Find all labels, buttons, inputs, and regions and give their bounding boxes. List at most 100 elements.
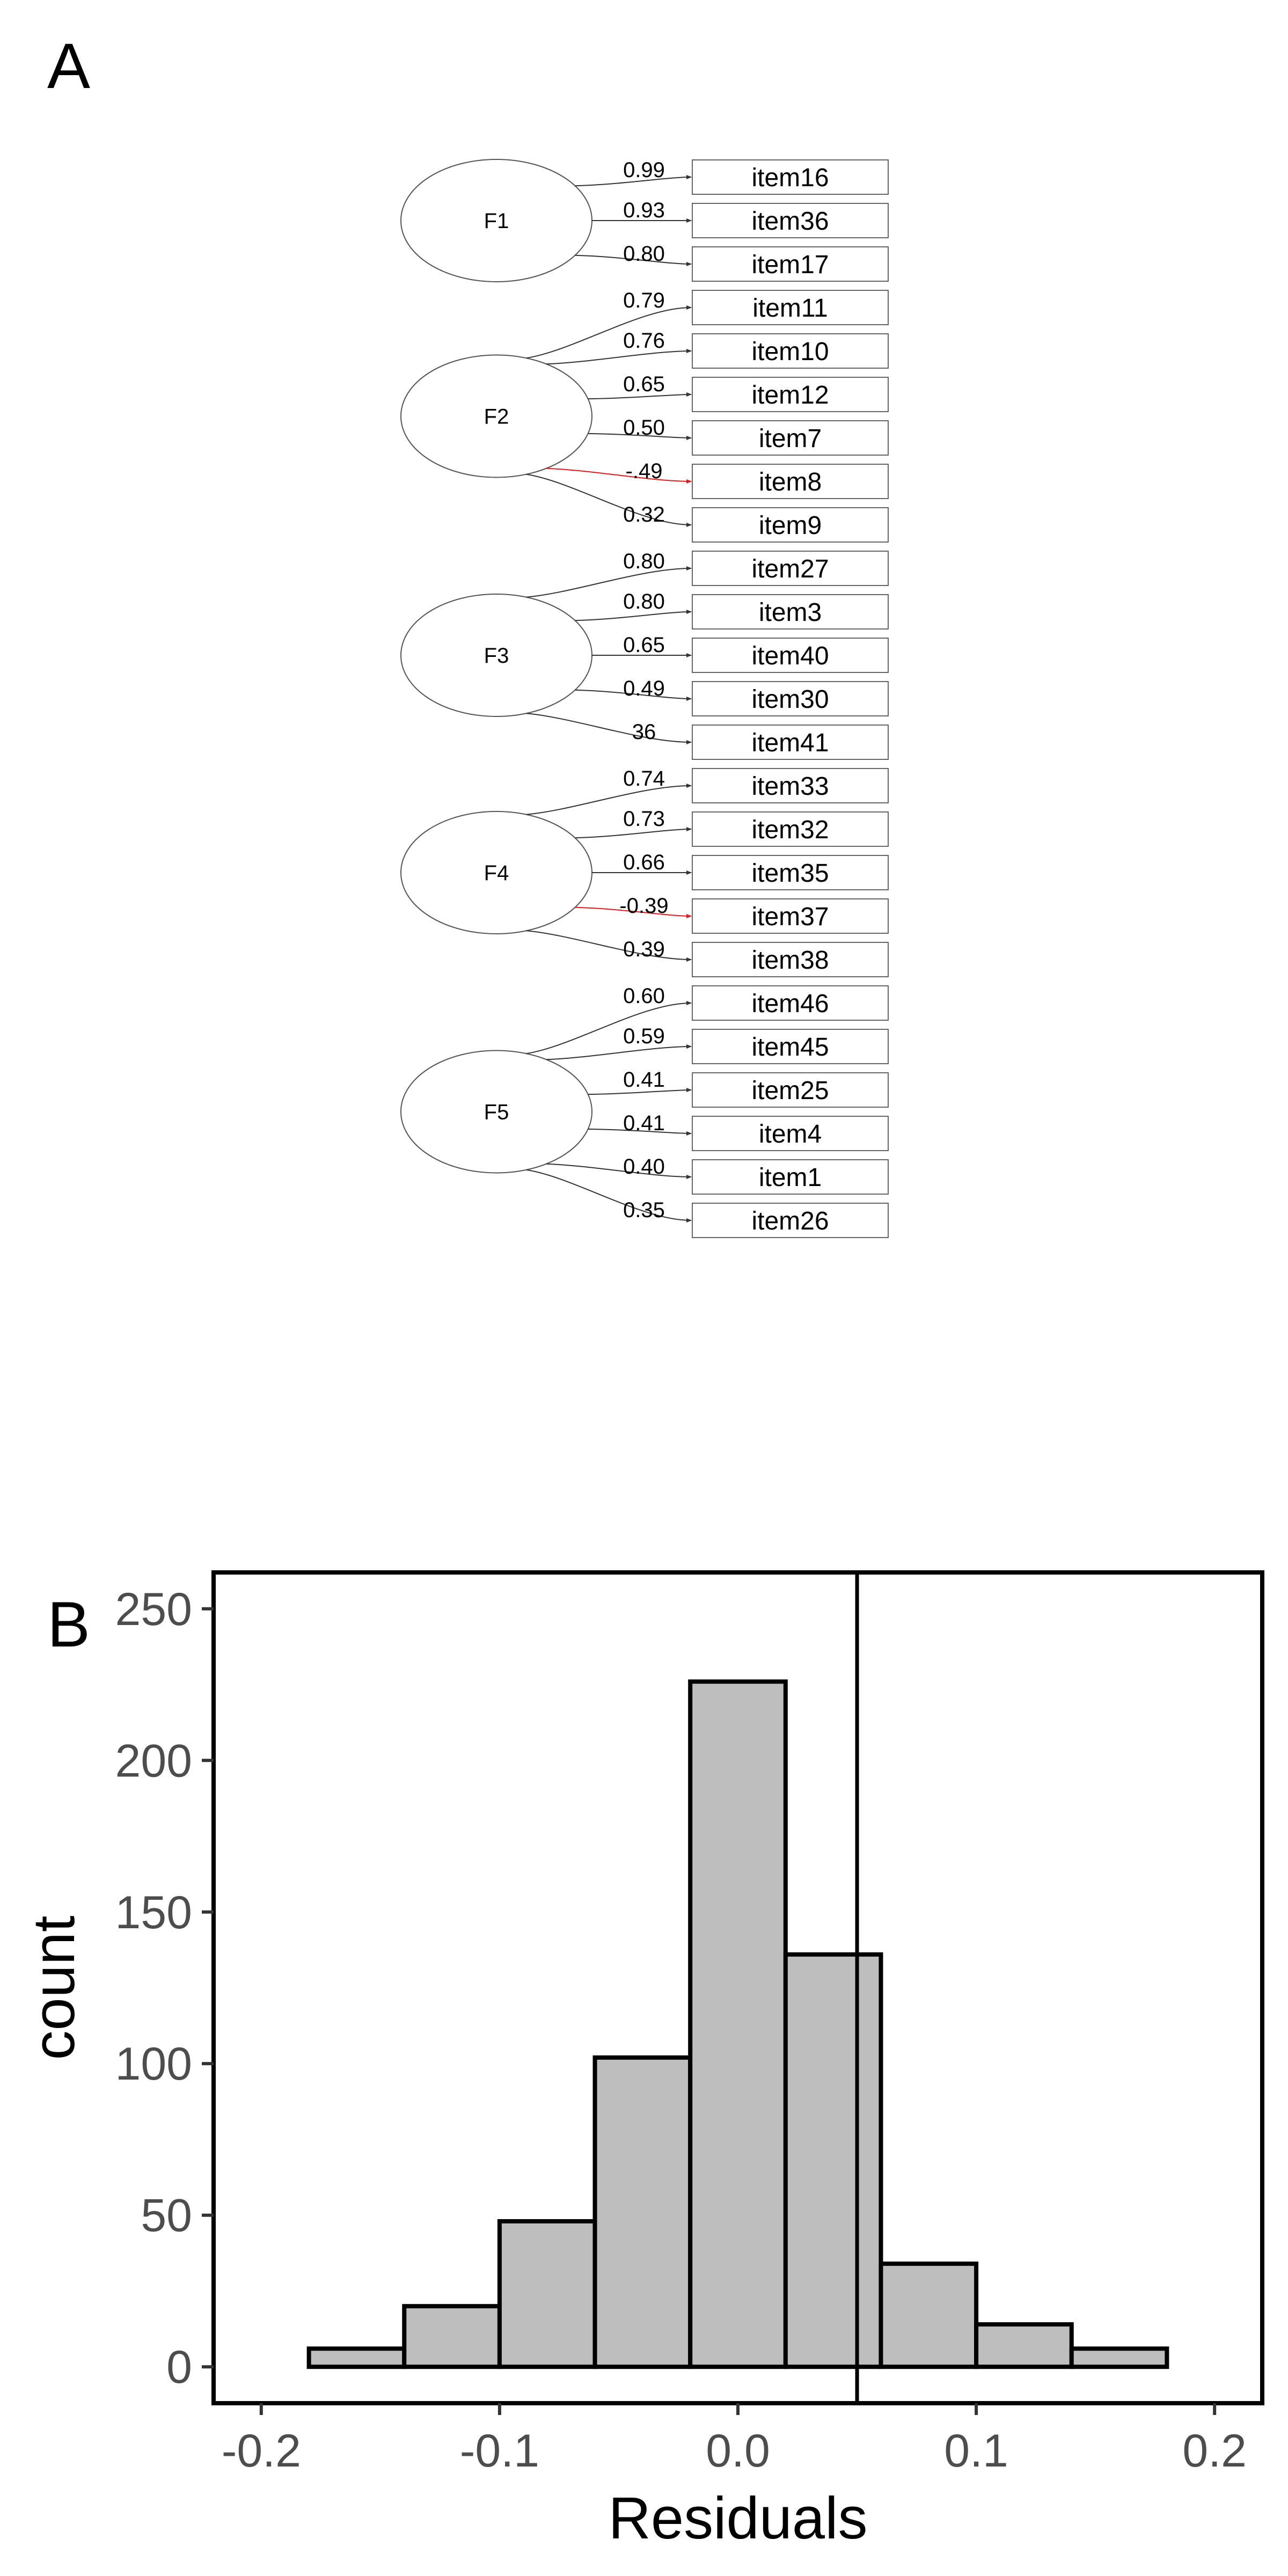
x-tick-label-2: 0.0 xyxy=(706,2425,770,2477)
path-f4-item37 xyxy=(575,906,692,918)
item-label-item40: item40 xyxy=(751,642,829,670)
loading-label-item11: 0.79 xyxy=(623,289,665,312)
histogram-bar-1 xyxy=(306,2346,407,2369)
item-label-item30: item30 xyxy=(751,685,829,714)
x-tick-label-3: 0.1 xyxy=(944,2425,1008,2477)
loading-label-item7: 0.50 xyxy=(623,416,665,440)
panel-a-label: A xyxy=(47,30,90,102)
item-box-item12 xyxy=(692,377,889,412)
path-f3-item30 xyxy=(575,689,692,701)
path-f5-item46 xyxy=(526,1001,692,1055)
loading-label-item41: 36 xyxy=(632,720,656,744)
path-f5-item26 xyxy=(526,1169,692,1223)
item-label-item8: item8 xyxy=(759,468,822,496)
loading-label-item27: 0.80 xyxy=(623,550,665,573)
x-tick-label-0: -0.2 xyxy=(222,2425,301,2477)
histogram-bar-6 xyxy=(783,1952,883,2369)
loading-label-item16: 0.99 xyxy=(623,158,665,182)
loading-label-item17: 0.80 xyxy=(623,242,665,266)
item-box-item30 xyxy=(692,681,889,716)
x-axis-title: Residuals xyxy=(608,2485,867,2551)
y-tick-label-50: 50 xyxy=(141,2190,192,2242)
item-box-item8 xyxy=(692,464,889,499)
loading-label-item38: 0.39 xyxy=(623,938,665,961)
x-tick-label-1: -0.1 xyxy=(460,2425,539,2477)
histogram-bar-3 xyxy=(497,2219,597,2369)
path-f4-item32 xyxy=(575,827,692,839)
item-box-item41 xyxy=(692,724,889,760)
item-label-item11: item11 xyxy=(752,294,828,323)
item-box-item37 xyxy=(692,898,889,934)
path-f2-item8 xyxy=(546,467,692,484)
item-box-item4 xyxy=(692,1116,889,1151)
path-f4-item38 xyxy=(526,930,692,962)
factor-f2-label: F2 xyxy=(484,405,509,429)
y-axis-title: count xyxy=(21,1915,87,2060)
loading-label-item12: 0.65 xyxy=(623,372,665,396)
histogram-bar-9 xyxy=(1069,2346,1169,2369)
y-tick-label-200: 200 xyxy=(115,1735,193,1787)
loading-label-item32: 0.73 xyxy=(623,807,665,831)
y-tick-label-0: 0 xyxy=(166,2341,192,2393)
item-box-item46 xyxy=(692,985,889,1021)
path-f1-item17 xyxy=(575,254,692,266)
item-box-item10 xyxy=(692,333,889,369)
item-label-item32: item32 xyxy=(751,816,829,844)
loading-label-item1: 0.40 xyxy=(623,1155,665,1179)
item-box-item3 xyxy=(692,594,889,630)
path-f2-item10 xyxy=(546,349,692,365)
item-label-item25: item25 xyxy=(751,1077,829,1105)
item-box-item25 xyxy=(692,1072,889,1108)
item-label-item33: item33 xyxy=(751,772,829,801)
loading-label-item26: 0.35 xyxy=(623,1198,665,1222)
path-f5-item25 xyxy=(588,1088,692,1095)
item-label-item1: item1 xyxy=(759,1163,822,1192)
histogram-bar-4 xyxy=(592,2055,693,2369)
loading-label-item46: 0.60 xyxy=(623,984,665,1008)
loading-label-item36: 0.93 xyxy=(623,199,665,222)
y-tick-label-150: 150 xyxy=(115,1887,193,1938)
x-tick-label-4: 0.2 xyxy=(1182,2425,1247,2477)
path-f5-item45 xyxy=(546,1044,692,1060)
item-box-item27 xyxy=(692,551,889,586)
item-box-item35 xyxy=(692,855,889,890)
item-box-item26 xyxy=(692,1203,889,1238)
item-label-item27: item27 xyxy=(751,555,829,583)
path-f2-item7 xyxy=(588,433,692,440)
path-f2-item11 xyxy=(526,305,692,359)
loading-label-item4: 0.41 xyxy=(623,1111,665,1135)
item-label-item36: item36 xyxy=(751,207,829,236)
panel-b-label: B xyxy=(47,1589,90,1660)
item-box-item45 xyxy=(692,1029,889,1064)
item-box-item11 xyxy=(692,290,889,325)
histogram: 0 50 100 150 200 250 -0.2 -0.1 0.0 0.1 0.2 Residual… xyxy=(21,1570,1264,2551)
loading-label-item30: 0.49 xyxy=(623,677,665,700)
loading-label-item9: 0.32 xyxy=(623,503,665,526)
histogram-bar-5 xyxy=(688,1679,788,2369)
factor-f5-label: F5 xyxy=(484,1101,509,1124)
item-label-item46: item46 xyxy=(751,990,829,1018)
y-tick-label-250: 250 xyxy=(115,1584,193,1635)
loading-label-item33: 0.74 xyxy=(623,767,665,791)
item-box-item38 xyxy=(692,942,889,977)
item-box-item16 xyxy=(692,159,889,195)
sem-diagram: F1 item16 0.99 item36 0.93 item17 0.80 F2 item11… xyxy=(400,158,889,1238)
item-label-item45: item45 xyxy=(751,1033,829,1062)
loading-label-item10: 0.76 xyxy=(623,329,665,353)
y-tick-label-100: 100 xyxy=(115,2038,193,2090)
item-box-item32 xyxy=(692,811,889,847)
loading-label-item37: -0.39 xyxy=(619,894,668,918)
item-box-item17 xyxy=(692,246,889,282)
item-label-item35: item35 xyxy=(751,859,829,888)
histogram-bar-2 xyxy=(402,2304,502,2369)
path-f5-item4 xyxy=(588,1128,692,1136)
path-f3-item3 xyxy=(575,610,692,621)
path-f4-item33 xyxy=(526,784,692,815)
item-box-item40 xyxy=(692,638,889,673)
loading-label-item40: 0.65 xyxy=(623,633,665,657)
item-label-item9: item9 xyxy=(759,511,822,540)
factor-f3-label: F3 xyxy=(484,644,509,668)
path-f2-item12 xyxy=(588,392,692,400)
histogram-bar-8 xyxy=(974,2322,1074,2369)
item-label-item4: item4 xyxy=(759,1120,822,1148)
